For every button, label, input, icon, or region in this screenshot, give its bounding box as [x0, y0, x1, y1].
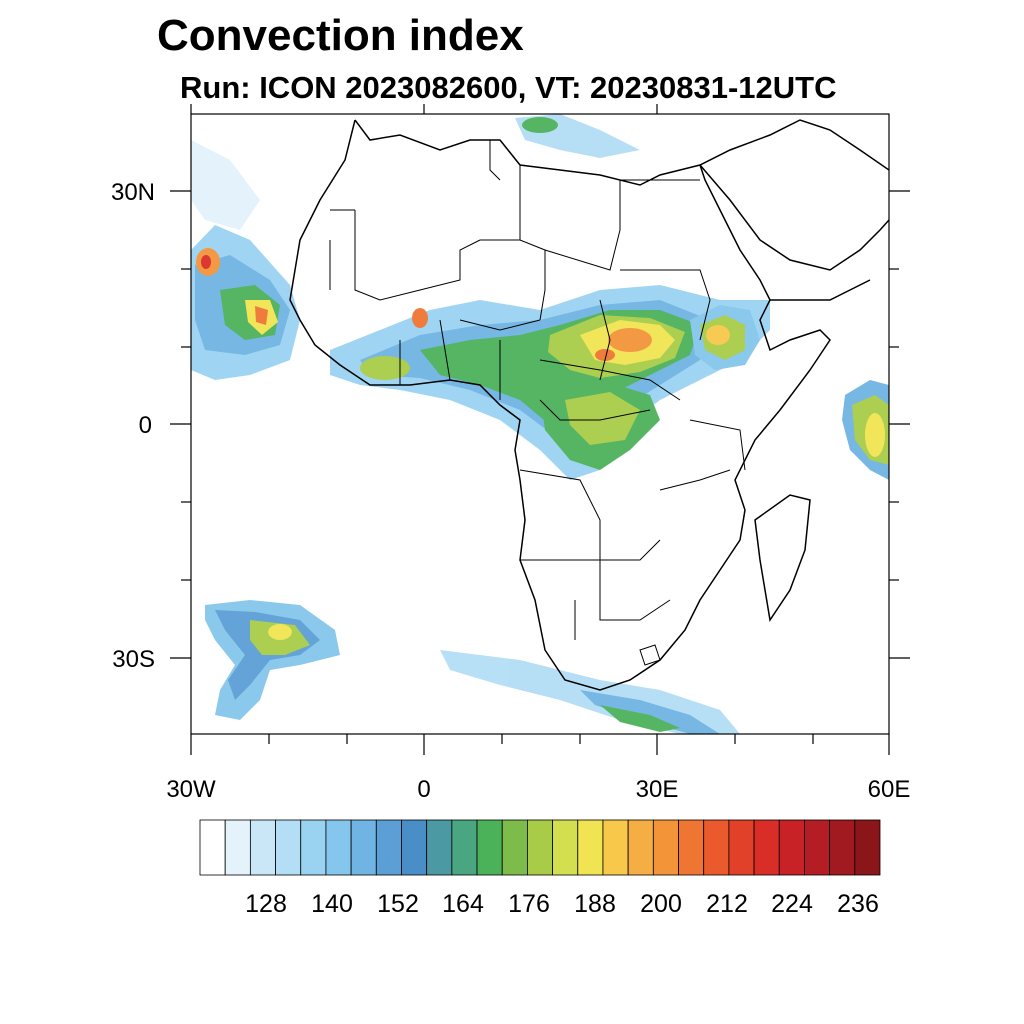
- colorbar-swatch: [199, 819, 226, 876]
- colorbar-swatch: [325, 819, 352, 876]
- colorbar-labels: 128 140 152 164 176 188 200 212 224 236: [245, 890, 879, 918]
- colorbar-swatch: [249, 819, 276, 876]
- colorbar-label: 164: [442, 890, 484, 918]
- colorbar-swatch: [577, 819, 604, 876]
- colorbar-swatch: [854, 819, 881, 876]
- colorbar-label: 212: [706, 890, 748, 918]
- colorbar-swatch: [451, 819, 478, 876]
- lon-label-30w: 30W: [166, 776, 216, 803]
- colorbar: [199, 819, 881, 876]
- axis-ticks: [170, 104, 910, 755]
- colorbar-label: 128: [245, 890, 287, 918]
- colorbar-label: 140: [311, 890, 353, 918]
- colorbar-swatch: [275, 819, 302, 876]
- map-plot-area: [191, 114, 889, 734]
- colorbar-swatch: [527, 819, 553, 876]
- colorbar-swatch: [678, 819, 705, 876]
- map-title: Convection index: [157, 11, 524, 60]
- colorbar-label: 236: [837, 890, 879, 918]
- colorbar-swatch: [829, 819, 856, 876]
- colorbar-swatch: [552, 819, 579, 876]
- colorbar-swatch: [476, 819, 503, 876]
- country-borders: [329, 140, 746, 666]
- colorbar-swatch: [350, 819, 377, 876]
- lon-label-60e: 60E: [868, 776, 911, 803]
- colorbar-swatch: [627, 819, 654, 876]
- colorbar-swatch: [778, 819, 805, 876]
- colorbar-swatch: [652, 819, 679, 876]
- colorbar-label: 224: [771, 890, 813, 918]
- colorbar-label: 188: [574, 890, 616, 918]
- lat-label-30s: 30S: [112, 646, 155, 673]
- colorbar-swatch: [804, 819, 831, 876]
- lat-label-0: 0: [139, 412, 152, 439]
- colorbar-swatch: [300, 819, 327, 876]
- colorbar-swatch: [375, 819, 402, 876]
- colorbar-swatch: [602, 819, 629, 876]
- colorbar-swatch: [501, 819, 528, 876]
- convection-field: [191, 114, 889, 734]
- colorbar-swatch: [703, 819, 730, 876]
- lat-label-30n: 30N: [111, 179, 155, 206]
- colorbar-label: 176: [508, 890, 550, 918]
- lon-label-30e: 30E: [636, 776, 679, 803]
- colorbar-label: 152: [377, 890, 419, 918]
- colorbar-swatch: [224, 819, 251, 876]
- colorbar-label: 200: [640, 890, 682, 918]
- lon-label-0: 0: [417, 776, 430, 803]
- colorbar-swatch: [753, 819, 780, 876]
- map-subtitle: Run: ICON 2023082600, VT: 20230831-12UTC: [180, 70, 837, 105]
- colorbar-swatch: [426, 819, 453, 876]
- colorbar-swatch: [401, 819, 428, 876]
- colorbar-swatch: [728, 819, 755, 876]
